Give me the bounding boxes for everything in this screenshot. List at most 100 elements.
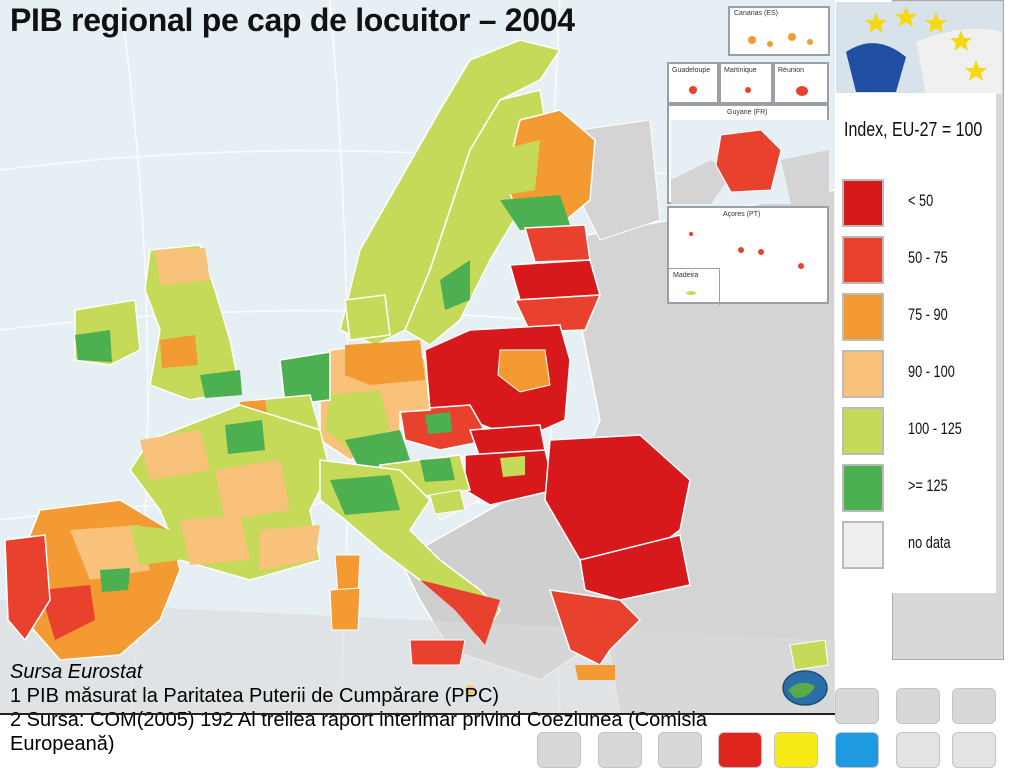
nav-button-yellow[interactable] — [774, 732, 818, 768]
source-note: Sursa Eurostat — [10, 661, 143, 683]
nav-button[interactable] — [835, 688, 879, 724]
acores-map — [689, 232, 804, 269]
nav-button[interactable] — [537, 732, 581, 768]
madeira-map — [686, 291, 696, 295]
legend-item: 75 - 90 — [842, 293, 992, 343]
estonia — [524, 224, 591, 263]
malta — [465, 685, 475, 695]
greece — [548, 589, 642, 666]
nav-button-blue[interactable] — [835, 732, 879, 768]
legend-swatch — [842, 350, 884, 398]
kozep-magyarorszag — [500, 456, 525, 477]
denmark — [344, 294, 391, 341]
germany-east — [345, 340, 425, 385]
inset-canarias-label: Canarias (ES) — [734, 10, 778, 17]
finland-south — [500, 195, 570, 230]
praha — [425, 412, 452, 434]
inset-martinique: Martinique — [719, 62, 773, 104]
castilla — [70, 525, 150, 580]
footer-divider — [0, 713, 835, 715]
nav-button[interactable] — [598, 732, 642, 768]
bretagne — [140, 430, 210, 480]
legend-label: 90 - 100 — [908, 362, 955, 381]
london — [200, 370, 242, 398]
globe-icon — [782, 670, 828, 706]
germany-south — [345, 430, 410, 470]
legend-label: < 50 — [908, 191, 934, 210]
austria-wien — [420, 458, 455, 482]
slovenia — [429, 489, 466, 515]
footnote-1: 1 PIB măsurat la Paritatea Puterii de Cu… — [10, 685, 500, 707]
footnote-2-continued: Europeană) — [10, 733, 115, 755]
legend-item: < 50 — [842, 179, 992, 229]
madrid — [100, 568, 130, 592]
france-centre — [215, 460, 290, 520]
guadeloupe-map — [689, 86, 697, 94]
legend-title: Index, EU-27 = 100 — [844, 119, 983, 141]
wales — [160, 335, 198, 368]
ireland-south — [75, 330, 112, 362]
inset-madeira: Madeira — [669, 268, 720, 305]
footnote-2: 2 Sursa: COM(2005) 192 Al treilea raport… — [10, 709, 707, 731]
legend-item: 50 - 75 — [842, 236, 992, 286]
nav-button[interactable] — [658, 732, 702, 768]
reunion-map — [796, 86, 808, 96]
inset-madeira-label: Madeira — [673, 272, 699, 279]
finland-west — [500, 140, 540, 195]
nav-button-red[interactable] — [718, 732, 762, 768]
inset-acores: Açores (PT) Madeira — [667, 206, 829, 305]
legend-label: >= 125 — [908, 476, 948, 495]
cyprus — [789, 639, 829, 671]
netherlands — [279, 351, 331, 406]
legend-label: 75 - 90 — [908, 305, 948, 324]
bulgaria — [579, 534, 691, 601]
cataluna — [130, 525, 180, 565]
legend-item: 100 - 125 — [842, 407, 992, 457]
legend-label: no data — [908, 533, 951, 552]
inset-acores-label: Açores (PT) — [723, 211, 761, 218]
sweden-stockholm — [440, 260, 470, 310]
lithuania — [513, 294, 602, 333]
map-legend: Index, EU-27 = 100 < 50 50 - 75 75 - 90 … — [836, 93, 996, 593]
nav-button[interactable] — [896, 688, 940, 724]
legend-swatch — [842, 464, 884, 512]
martinique-map — [745, 87, 751, 93]
legend-swatch — [842, 236, 884, 284]
scotland-north — [155, 248, 210, 285]
sicilia — [409, 639, 466, 666]
midi-pyrenees — [180, 515, 250, 565]
guyane-map — [671, 120, 829, 204]
inset-reunion-label: Réunion — [778, 67, 805, 74]
legend-label: 100 - 125 — [908, 419, 962, 438]
canarias-map — [748, 33, 813, 47]
inset-guyane: Guyane (FR) — [667, 104, 829, 204]
inset-canarias: Canarias (ES) — [728, 6, 830, 56]
inset-reunion: Réunion — [773, 62, 829, 104]
inset-guadeloupe-label: Guadeloupe — [672, 67, 711, 74]
legend-item: no data — [842, 521, 992, 571]
inset-guyane-label: Guyane (FR) — [727, 109, 768, 116]
crete — [575, 665, 615, 680]
nav-button[interactable] — [952, 732, 996, 768]
latvia — [509, 259, 601, 301]
sardegna — [329, 587, 361, 631]
inset-guadeloupe: Guadeloupe — [667, 62, 719, 104]
legend-swatch — [842, 521, 884, 569]
eu-flag-logo — [836, 2, 1002, 94]
legend-swatch — [842, 293, 884, 341]
italy-north — [330, 475, 400, 515]
provence — [260, 525, 320, 570]
legend-swatch — [842, 407, 884, 455]
extremadura — [40, 585, 95, 640]
nav-button[interactable] — [952, 688, 996, 724]
portugal — [4, 534, 51, 642]
page-title: PIB regional pe cap de locuitor – 2004 — [10, 2, 575, 38]
nav-button[interactable] — [896, 732, 940, 768]
legend-swatch — [842, 179, 884, 227]
inset-martinique-label: Martinique — [724, 67, 757, 74]
ile-de-france — [225, 420, 265, 454]
legend-label: 50 - 75 — [908, 248, 948, 267]
poland-mazowieckie — [497, 349, 551, 393]
italy-south — [420, 580, 500, 645]
legend-item: >= 125 — [842, 464, 992, 514]
